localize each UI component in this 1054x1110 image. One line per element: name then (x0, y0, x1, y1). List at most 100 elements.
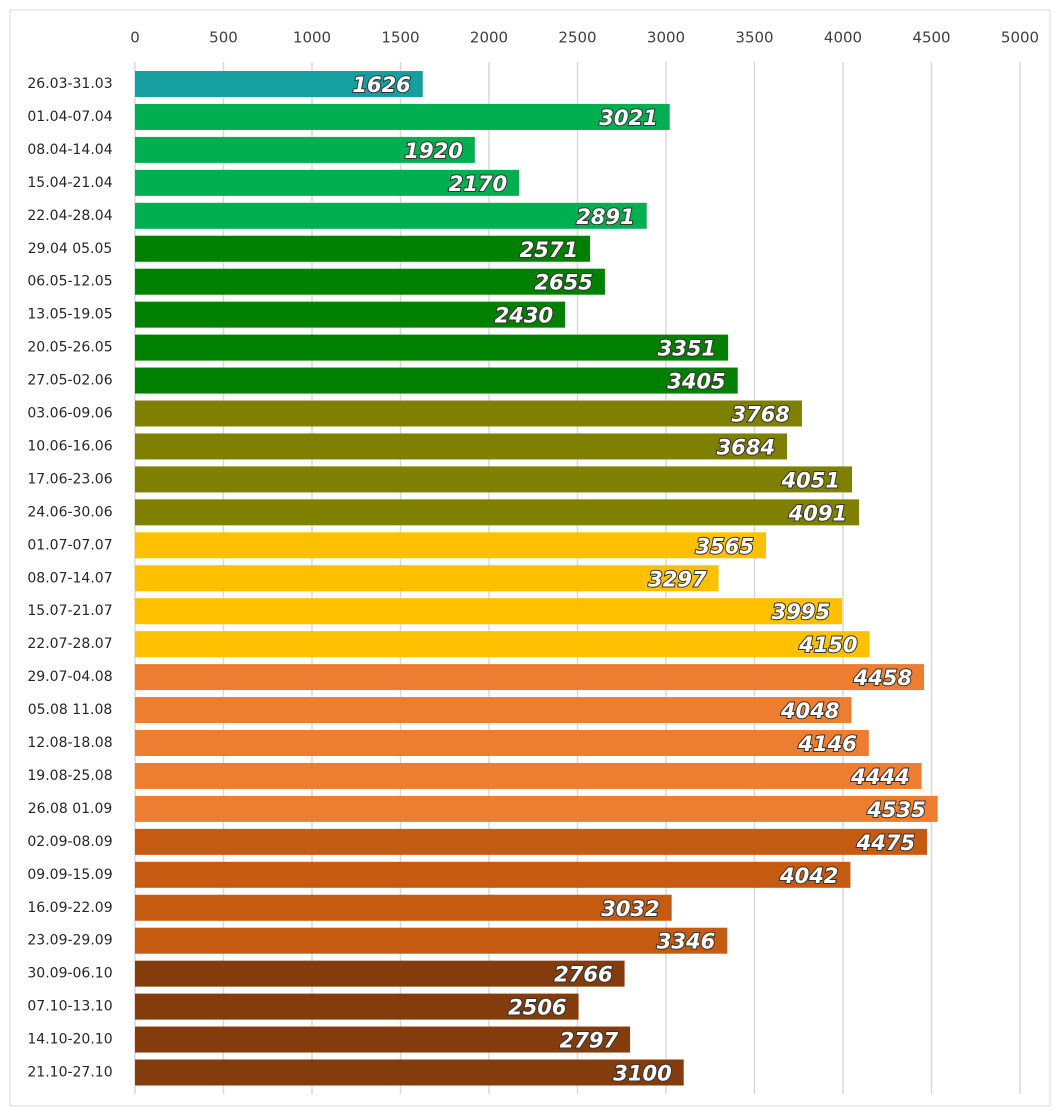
x-tick-label: 4500 (912, 29, 950, 47)
bar (135, 466, 853, 493)
value-label: 3021 (599, 106, 657, 130)
value-label: 2891 (576, 205, 634, 229)
bar (135, 1026, 631, 1053)
value-label: 4458 (853, 666, 912, 690)
value-label: 4042 (779, 864, 838, 888)
y-tick-label: 05.08 11.08 (28, 702, 113, 718)
value-label: 4051 (781, 468, 840, 492)
bar (135, 235, 591, 262)
value-label: 2571 (520, 238, 578, 262)
value-label: 4535 (866, 798, 925, 822)
y-tick-label: 20.05-26.05 (27, 340, 112, 356)
y-tick-label: 06.05-12.05 (27, 274, 112, 290)
value-label: 2766 (554, 963, 612, 987)
y-tick-label: 09.09-15.09 (27, 867, 112, 883)
value-label: 4048 (780, 699, 839, 723)
y-tick-label: 03.06-09.06 (27, 406, 112, 422)
bar (135, 631, 870, 658)
y-tick-label: 17.06-23.06 (27, 471, 112, 487)
y-tick-label: 10.06-16.06 (27, 438, 112, 454)
chart-frame (9, 9, 1051, 1107)
bar (135, 565, 719, 592)
bar (135, 927, 728, 954)
x-tick-label: 3000 (647, 29, 685, 47)
value-label: 3346 (657, 930, 715, 954)
value-label: 2506 (508, 996, 566, 1020)
y-tick-label: 08.07-14.07 (27, 570, 112, 586)
value-label: 2170 (449, 172, 507, 196)
value-label: 4146 (797, 732, 856, 756)
bar (135, 169, 520, 196)
value-label: 4150 (798, 633, 857, 657)
value-label: 3032 (601, 897, 659, 921)
x-tick-label: 4000 (824, 29, 862, 47)
y-tick-label: 26.03-31.03 (27, 76, 112, 92)
x-tick-label: 500 (209, 29, 238, 47)
bar (135, 71, 423, 97)
y-tick-label: 29.07-04.08 (27, 669, 112, 685)
value-label: 3565 (696, 534, 754, 558)
bar (135, 202, 647, 229)
value-label: 2655 (534, 271, 592, 295)
y-tick-label: 16.09-22.09 (27, 900, 112, 916)
value-label: 3995 (772, 600, 830, 624)
y-tick-label: 14.10-20.10 (27, 1032, 112, 1048)
y-tick-label: 15.04-21.04 (27, 175, 112, 191)
value-label: 3351 (658, 337, 716, 361)
bar (135, 960, 625, 987)
y-tick-label: 15.07-21.07 (27, 603, 112, 619)
bar (135, 1059, 684, 1086)
bar (135, 828, 928, 855)
x-tick-label: 1500 (381, 29, 419, 47)
y-tick-label: 23.09-29.09 (27, 933, 112, 949)
bar (135, 762, 922, 789)
y-tick-label: 08.04-14.04 (27, 142, 112, 158)
value-label: 4475 (856, 831, 915, 855)
x-tick-label: 2500 (558, 29, 596, 47)
x-tick-label: 2000 (470, 29, 508, 47)
x-tick-label: 5000 (1001, 29, 1039, 47)
y-tick-label: 30.09-06.10 (27, 966, 112, 982)
y-tick-label: 29.04 05.05 (28, 241, 113, 257)
bar (135, 795, 938, 822)
y-tick-label: 01.04-07.04 (27, 109, 112, 125)
y-tick-label: 02.09-08.09 (27, 834, 112, 850)
bar (135, 730, 869, 756)
bar (135, 532, 767, 559)
bar (135, 136, 475, 163)
value-label: 1920 (404, 139, 462, 163)
y-tick-label: 26.08 01.09 (28, 801, 113, 817)
value-label: 2797 (560, 1029, 619, 1053)
value-label: 3297 (648, 567, 707, 591)
value-label: 3405 (667, 370, 725, 394)
bar (135, 268, 605, 295)
bar (135, 499, 860, 526)
bar (135, 861, 851, 888)
y-tick-label: 22.07-28.07 (27, 636, 112, 652)
bar (135, 664, 925, 691)
bar (135, 697, 852, 724)
bar (135, 301, 566, 328)
x-tick-label: 3500 (735, 29, 773, 47)
bar (135, 433, 788, 460)
y-tick-label: 07.10-13.10 (27, 999, 112, 1015)
value-label: 3100 (613, 1062, 671, 1086)
bar (135, 993, 579, 1020)
y-tick-label: 21.10-27.10 (27, 1065, 112, 1081)
bar (135, 334, 729, 361)
value-label: 1626 (352, 73, 410, 97)
y-tick-label: 01.07-07.07 (27, 537, 112, 553)
value-label: 4444 (850, 765, 909, 789)
value-label: 2430 (495, 304, 553, 328)
y-tick-label: 12.08-18.08 (27, 735, 112, 751)
bar (135, 103, 670, 130)
value-label: 3684 (717, 435, 775, 459)
x-tick-label: 1000 (293, 29, 331, 47)
y-tick-label: 22.04-28.04 (27, 208, 112, 224)
bar (135, 598, 843, 625)
value-label: 3768 (731, 403, 789, 427)
y-tick-label: 24.06-30.06 (27, 504, 112, 520)
y-tick-label: 27.05-02.06 (27, 373, 112, 389)
y-tick-label: 19.08-25.08 (27, 768, 112, 784)
